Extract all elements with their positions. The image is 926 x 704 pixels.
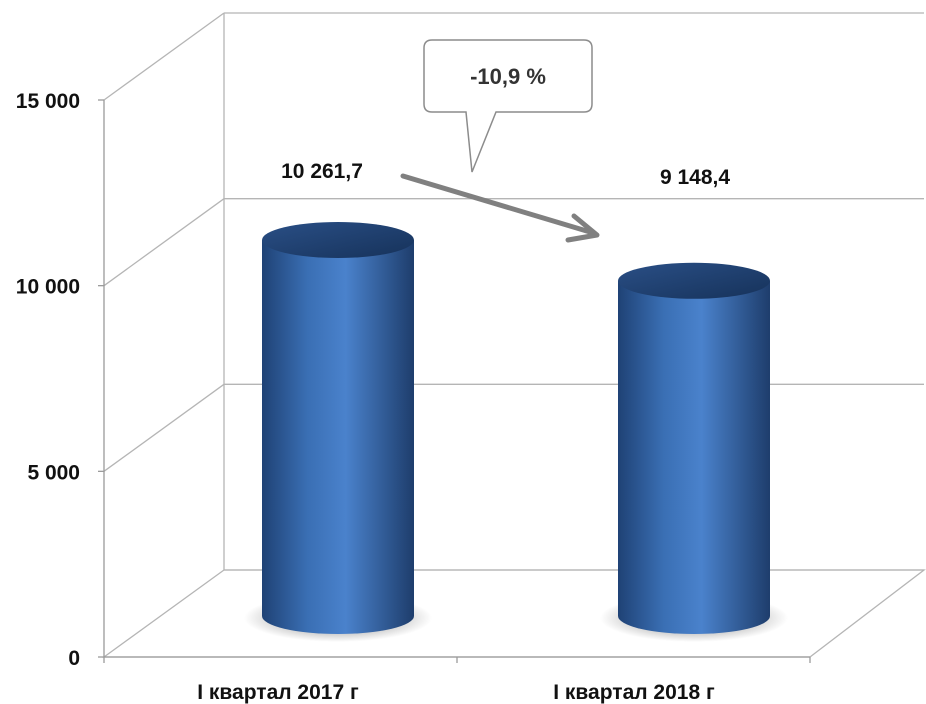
bar <box>618 280 770 634</box>
callout-text: -10,9 % <box>470 64 546 89</box>
y-tick-label: 10 000 <box>16 276 80 299</box>
bar <box>262 240 414 634</box>
bar-top <box>618 262 770 299</box>
trend-arrow-head <box>565 213 600 243</box>
data-label: 9 148,4 <box>660 166 730 189</box>
gridline-side <box>103 383 225 472</box>
axis-layer: 0 5 000 10 000 15 000 <box>16 90 811 670</box>
gridline-side <box>103 12 225 101</box>
floor-plane <box>101 569 926 658</box>
y-tick-label: 0 <box>68 647 80 670</box>
y-tick-label: 5 000 <box>27 461 80 484</box>
bar-top <box>262 222 414 258</box>
label-layer: I квартал 2017 г 10 261,7 I квартал 2018 г… <box>197 160 730 704</box>
x-tick-label: I квартал 2017 г <box>197 681 359 704</box>
change-callout: -10,9 % <box>423 39 593 173</box>
trend-arrow <box>400 173 600 243</box>
y-tick-label: 15 000 <box>16 90 80 113</box>
x-tick-label: I квартал 2018 г <box>553 681 715 704</box>
bar-layer <box>244 222 788 642</box>
trend-arrow-line <box>400 173 593 235</box>
gridline-side <box>103 198 225 287</box>
data-label: 10 261,7 <box>281 160 363 183</box>
callout-box <box>423 39 593 173</box>
